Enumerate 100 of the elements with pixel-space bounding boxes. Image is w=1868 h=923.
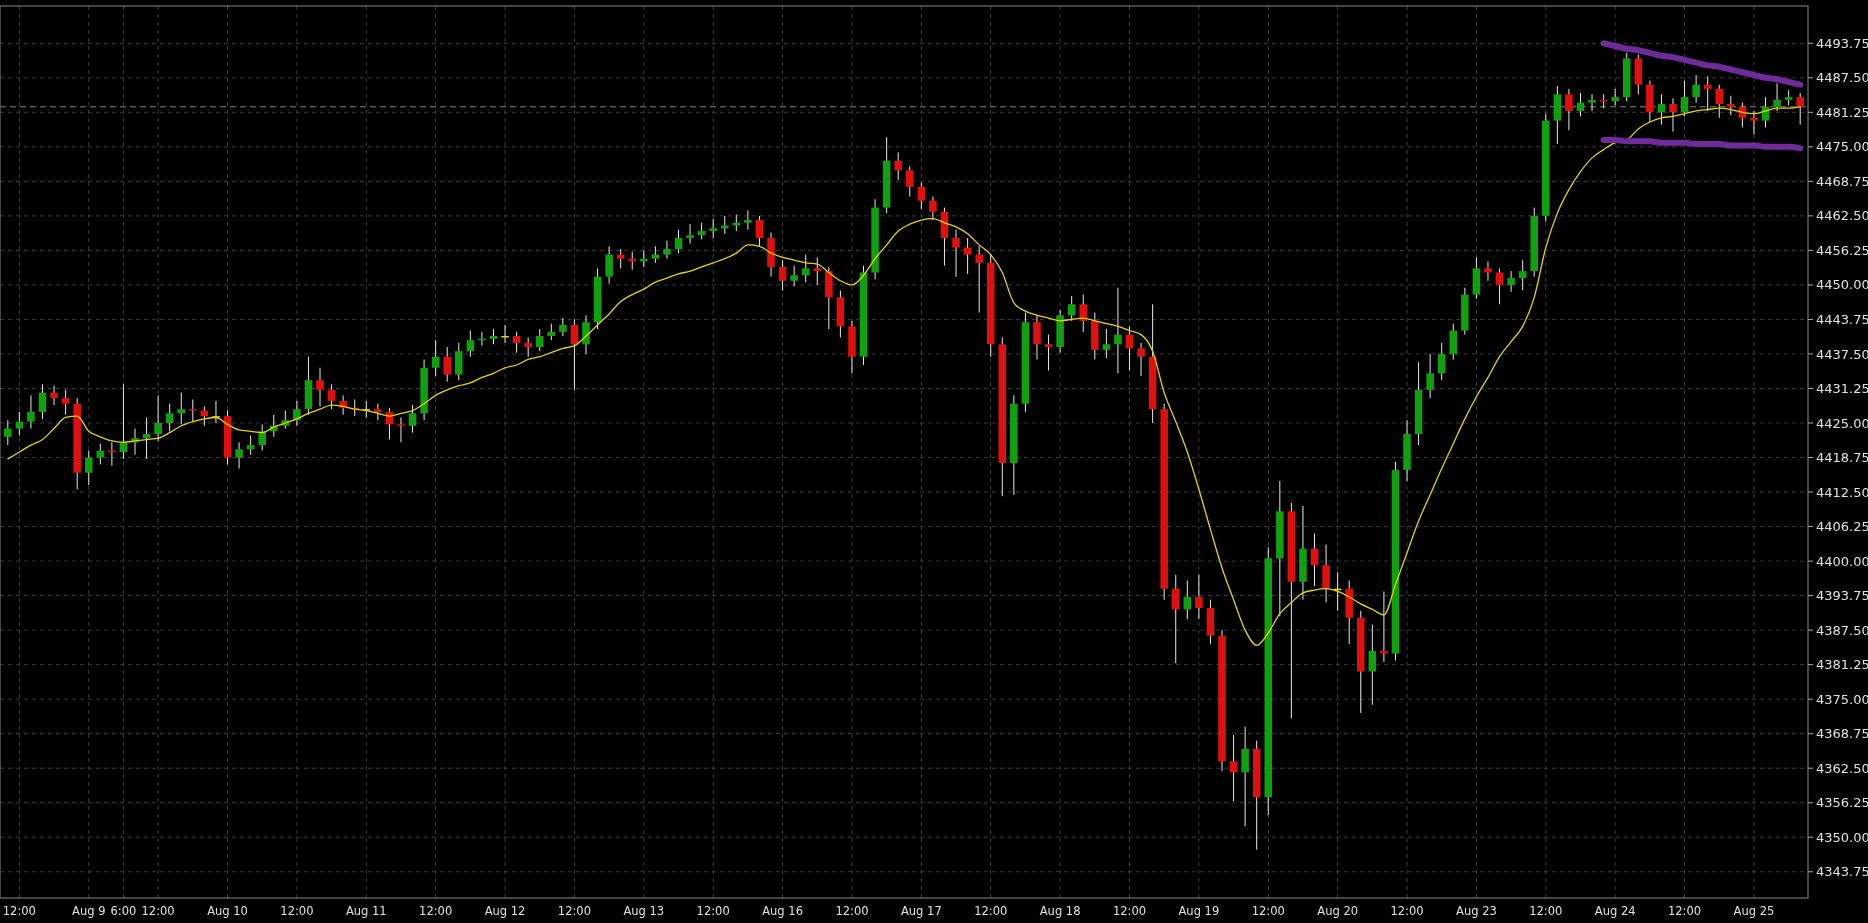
x-tick-label: Aug 24: [1594, 904, 1636, 918]
candlestick: [1183, 579, 1192, 620]
y-tick-label: 4381.25: [1816, 657, 1868, 673]
candlestick: [1576, 92, 1585, 117]
candlestick: [1322, 544, 1330, 604]
x-tick-label: 12:00: [1529, 904, 1563, 918]
x-tick-label: Aug 11: [345, 904, 387, 918]
x-tick-label: 12:00: [419, 904, 453, 918]
candlestick: [1033, 314, 1041, 360]
candlestick: [1195, 574, 1203, 620]
candlestick: [1114, 287, 1122, 374]
candlestick: [246, 434, 255, 456]
y-tick-label: 4387.50: [1816, 622, 1868, 638]
x-tick-label: Aug 20: [1317, 904, 1359, 918]
y-tick-label: 4356.25: [1816, 795, 1868, 811]
candlestick: [1750, 110, 1758, 135]
x-tick-label: 12:00: [1112, 904, 1147, 918]
x-tick-label: Aug 10: [207, 904, 248, 918]
candlestick: [1241, 726, 1249, 827]
candlestick: [1079, 294, 1087, 333]
candlestick: [674, 229, 683, 254]
candlestick: [258, 423, 266, 452]
candlestick: [1507, 270, 1515, 293]
candlestick: [1137, 342, 1145, 377]
candlestick: [709, 218, 717, 239]
y-tick-label: 4431.25: [1816, 381, 1868, 397]
candlestick: [408, 404, 417, 434]
candlestick: [616, 248, 625, 269]
y-tick-label: 4362.50: [1816, 760, 1868, 776]
candlestick: [1727, 95, 1735, 116]
y-tick-label: 4368.75: [1816, 726, 1868, 742]
candlestick: [455, 342, 463, 381]
candlestick: [813, 256, 822, 286]
candlestick: [189, 399, 197, 423]
candlestick: [154, 394, 162, 442]
x-tick-label: Aug 12: [484, 904, 526, 918]
candlestick: [559, 317, 567, 337]
candlestick: [1449, 323, 1458, 360]
candlestick: [1426, 353, 1434, 399]
candlestick: [15, 411, 24, 436]
candlestick: [570, 318, 579, 391]
candlestick: [1518, 259, 1527, 291]
x-tick-label: 12:00: [2, 904, 36, 918]
candlestick: [1484, 260, 1492, 282]
candlestick: [431, 339, 440, 377]
y-tick-label: 4350.00: [1816, 829, 1868, 845]
candlestick: [1588, 93, 1596, 112]
candlestick: [84, 450, 93, 486]
candlestick: [443, 346, 451, 383]
candlestick: [1796, 92, 1804, 126]
candlestick: [1715, 84, 1724, 119]
candlestick: [1044, 334, 1053, 372]
x-tick-label: Aug 13: [623, 904, 665, 918]
candlestick: [929, 196, 937, 221]
candlestick: [975, 245, 983, 314]
candlestick: [466, 329, 475, 358]
candlestick: [1657, 93, 1666, 126]
candlestick: [1171, 574, 1180, 664]
x-tick-label: Aug 9: [72, 904, 106, 918]
candlestick: [917, 182, 926, 210]
candlestick: [235, 441, 243, 470]
candlestick: [1565, 88, 1573, 131]
candlestick: [1495, 267, 1504, 305]
candlestick: [1310, 532, 1319, 587]
candlestick: [801, 254, 810, 283]
candlestick: [1437, 342, 1446, 381]
candlestick: [1680, 80, 1689, 117]
candlestick: [1692, 74, 1700, 104]
candlestick: [50, 385, 58, 406]
y-tick-label: 4400.00: [1816, 553, 1868, 569]
x-tick-label: 12:00: [835, 904, 869, 918]
candlestick: [177, 392, 186, 425]
x-tick-label: Aug 25: [1733, 904, 1775, 918]
candlestick: [38, 383, 47, 420]
x-tick-label: 12:00: [1390, 904, 1424, 918]
candlestick: [582, 314, 590, 355]
y-tick-label: 4393.75: [1816, 588, 1868, 604]
candlestick: [165, 403, 174, 432]
candlestick: [1067, 295, 1076, 322]
x-tick-label: Aug 16: [762, 904, 803, 918]
y-tick-label: 4418.75: [1816, 450, 1868, 466]
y-tick-label: 4487.50: [1816, 70, 1868, 86]
candlestick: [744, 209, 752, 231]
candlestick: [1102, 328, 1111, 359]
x-tick-label: 12:00: [557, 904, 592, 918]
candlestick: [535, 328, 544, 352]
candlestick: [397, 416, 405, 443]
candlestick: [27, 394, 35, 430]
candlestick: [906, 165, 914, 198]
y-tick-label: 4375.00: [1816, 691, 1868, 707]
y-tick-label: 4343.75: [1816, 864, 1868, 880]
candlestick: [1703, 75, 1712, 112]
candlestick: [1368, 624, 1377, 706]
x-tick-label: Aug 18: [1039, 904, 1081, 918]
candlestick: [212, 400, 220, 424]
x-tick-label: 12:00: [1251, 904, 1285, 918]
y-tick-label: 4475.00: [1816, 139, 1868, 155]
candlestick: [1380, 590, 1388, 663]
candlestick: [894, 151, 902, 181]
candlestick: [778, 259, 787, 291]
